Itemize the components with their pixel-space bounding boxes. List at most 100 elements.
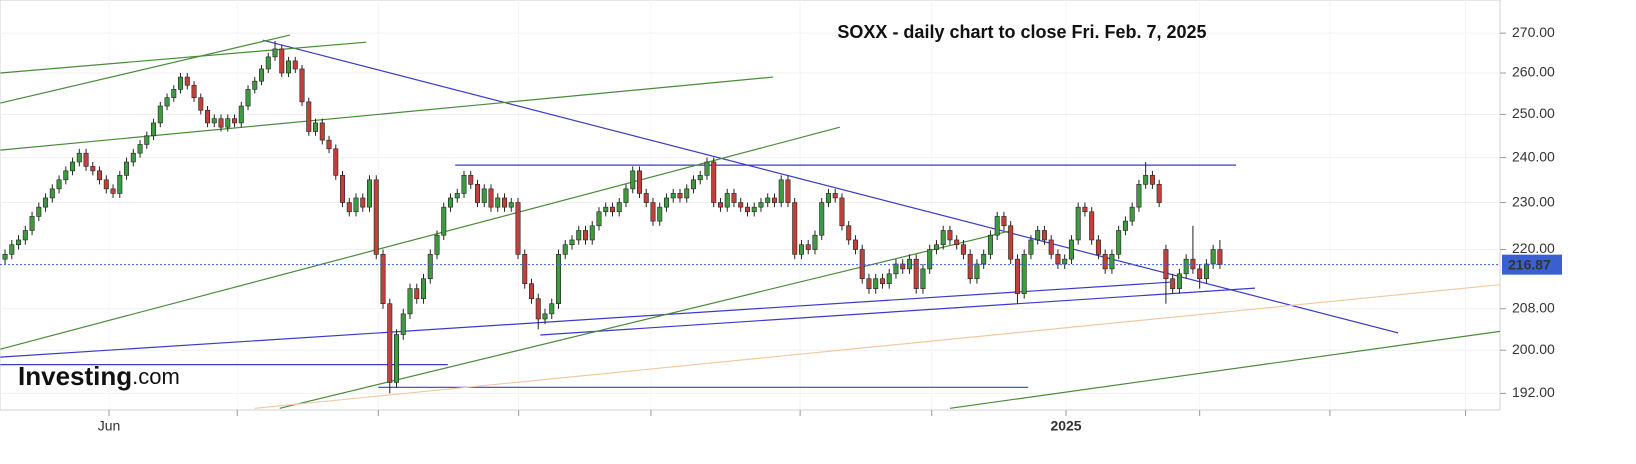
candle-body-down [279,48,285,74]
candle-body-up [421,278,427,299]
candle-body-down [346,202,352,213]
candle-body-up [765,197,771,203]
candle-body-up [434,234,440,255]
y-tick-label: 260.00 [1512,64,1555,80]
candle-body-down [97,170,103,181]
candle-body-down [1089,211,1095,241]
trendline [0,41,367,74]
candle-body-up [576,230,582,241]
candle-body-up [144,135,150,145]
candle-body-up [130,152,136,163]
candle-body-down [319,122,325,141]
candle-body-up [1176,273,1182,289]
y-tick-label: 220.00 [1512,240,1555,256]
y-tick-label: 192.00 [1512,384,1555,400]
candle-body-down [306,101,312,132]
candle-body-up [454,193,460,199]
candle-body-up [758,202,764,208]
candle-body-down [232,118,238,124]
candle-body-down [528,283,534,299]
candle-body-up [495,197,501,208]
candle-body-down [1095,239,1101,255]
candle-body-up [225,118,231,128]
candle-body-down [1163,249,1169,280]
trendline [254,284,1500,409]
candle-body-up [1203,263,1209,280]
candle-body-up [481,188,487,203]
candle-body-up [1075,206,1081,241]
candle-body-down [1102,254,1108,270]
candle-body-down [839,197,845,227]
trendline [279,230,1011,409]
candle-body-down [900,263,906,270]
candle-body-up [670,193,676,199]
candle-body-up [927,249,933,270]
candle-body-up [157,105,163,124]
candle-body-up [353,197,359,213]
candle-body-down [1156,184,1162,203]
candle-body-down [110,188,116,194]
candle-body-down [582,230,588,241]
candle-body-up [441,206,447,236]
candle-body-down [643,193,649,203]
candle-body-down [380,254,386,305]
y-tick-label: 200.00 [1512,341,1555,357]
candle-body-up [933,244,939,250]
x-tick-label: 2025 [1050,418,1081,434]
candle-body-down [1048,239,1054,255]
candle-body-down [859,249,865,280]
candle-body-up [542,313,548,320]
candle-body-down [340,175,346,203]
candle-body-down [731,193,737,203]
trendline [0,76,774,151]
candle-body-up [974,263,980,280]
candle-body-down [677,193,683,199]
candle-body-down [373,179,379,255]
candle-body-down [535,298,541,320]
candle-body-up [987,234,993,255]
candle-body-down [360,197,366,208]
candle-body-up [1062,258,1068,265]
candle-body-up [589,225,595,241]
candle-body-up [245,89,251,107]
candle-body-down [468,175,474,185]
candle-body-down [1190,258,1196,270]
candle-body-up [49,188,55,199]
candle-body-down [333,148,339,176]
candle-body-down [650,202,656,222]
candle-body-down [326,139,332,150]
candle-body-down [1055,254,1061,265]
candle-body-up [407,288,413,315]
candle-body-up [9,244,15,255]
candle-body-down [103,179,109,190]
candle-body-down [832,193,838,199]
candle-body-down [501,197,507,208]
candle-body-down [292,60,298,70]
candle-body-up [508,202,514,208]
candle-body-up [252,80,258,90]
candle-body-up [286,60,292,74]
candle-body-down [299,68,305,103]
candle-body-down [218,118,224,128]
candle-body-up [555,254,561,305]
candle-body-up [778,179,784,203]
candle-body-up [825,193,831,203]
candle-body-up [1136,184,1142,208]
y-tick-label: 230.00 [1512,193,1555,209]
candle-body-up [663,197,669,208]
candle-body-down [711,161,717,203]
candle-body-down [1082,206,1088,213]
candle-body-up [940,230,946,246]
candle-body-up [171,89,177,98]
candle-body-up [697,175,703,181]
candle-body-down [198,97,204,111]
candle-body-down [1001,216,1007,227]
logo: Investing.com [18,361,180,391]
candle-body-up [22,230,28,241]
candle-body-up [1109,254,1115,270]
candle-body-up [1116,230,1122,255]
candle-body-up [1068,239,1074,260]
candle-body-up [367,179,373,208]
candle-body-up [16,239,22,246]
